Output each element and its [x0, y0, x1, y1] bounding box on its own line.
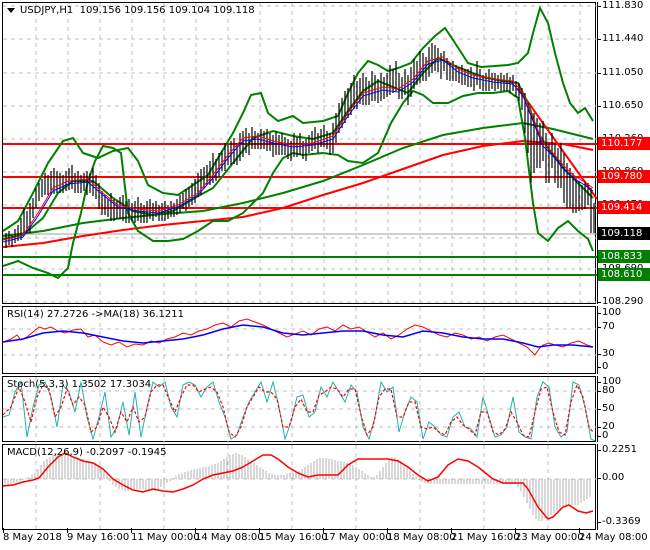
time-tick: 8 May 2018	[3, 528, 62, 543]
stoch-chart-svg	[3, 377, 597, 443]
macd-chart-svg	[3, 445, 597, 531]
price-tick: 110.650	[596, 100, 644, 111]
chart-header: USDJPY,H1 109.156 109.156 109.104 109.11…	[7, 5, 255, 16]
time-tick: 14 May 08:00	[195, 528, 264, 543]
macd-tick: -0.3369	[597, 516, 641, 527]
stoch-tick: 50	[597, 403, 615, 414]
price-tick: 111.440	[596, 33, 644, 44]
stoch-tick: 80	[597, 385, 615, 396]
stoch-tick: 0	[596, 430, 609, 441]
price-chart-svg	[3, 3, 597, 305]
rsi-axis: 100 70 30 0	[596, 306, 650, 374]
price-tick: 108.290	[596, 296, 644, 307]
rsi-label: RSI(14) 27.2726 ->MA(18) 36.1211	[7, 309, 184, 320]
time-tick: 9 May 16:00	[67, 528, 130, 543]
macd-panel[interactable]: MACD(12,26,9) -0.2097 -0.1945	[2, 444, 597, 531]
stoch-tick: 100	[596, 376, 622, 387]
rsi-tick: 0	[596, 361, 609, 372]
time-tick: 17 May 00:00	[323, 528, 392, 543]
rsi-tick: 70	[597, 321, 615, 332]
rsi-tick: 100	[596, 307, 622, 318]
macd-label: MACD(12,26,9) -0.2097 -0.1945	[7, 447, 167, 458]
time-axis: 8 May 2018 9 May 16:00 11 May 00:00 14 M…	[2, 528, 648, 550]
price-tick: 111.050	[596, 67, 644, 78]
macd-axis: 0.2251 0.00 -0.3369	[596, 444, 650, 530]
stoch-axis: 100 80 50 20 0	[596, 376, 650, 442]
stoch-tick: 20	[597, 421, 615, 432]
price-axis: 111.830 111.440 111.050 110.650 110.260 …	[596, 0, 650, 307]
time-tick: 21 May 16:00	[451, 528, 520, 543]
time-tick: 18 May 08:00	[387, 528, 456, 543]
time-tick: 24 May 08:00	[579, 528, 648, 543]
level-tag-red: 109.414	[598, 201, 650, 214]
rsi-tick: 30	[597, 348, 615, 359]
stoch-panel[interactable]: Stoch(5,3,3) 1.3502 17.3034	[2, 376, 597, 443]
price-tick: 111.830	[596, 0, 644, 11]
symbol-label: USDJPY,H1	[20, 5, 74, 16]
current-price-tag: 109.118	[598, 227, 650, 240]
triangle-down-icon[interactable]	[7, 7, 15, 13]
level-tag-red: 110.177	[598, 137, 650, 150]
macd-tick: 0.2251	[597, 444, 637, 455]
time-tick: 15 May 16:00	[259, 528, 328, 543]
rsi-panel[interactable]: RSI(14) 27.2726 ->MA(18) 36.1211	[2, 306, 597, 375]
macd-tick: 0.00	[596, 472, 625, 483]
price-bars	[5, 43, 595, 248]
stoch-label: Stoch(5,3,3) 1.3502 17.3034	[7, 379, 152, 390]
time-tick: 11 May 00:00	[131, 528, 200, 543]
level-tag-red: 109.780	[598, 170, 650, 183]
rsi-chart-svg	[3, 307, 597, 375]
level-tag-green: 108.833	[598, 250, 650, 263]
ohlc-values: 109.156 109.156 109.104 109.118	[79, 5, 255, 16]
level-tag-green: 108.610	[598, 268, 650, 281]
time-tick: 23 May 00:00	[515, 528, 584, 543]
price-panel[interactable]: USDJPY,H1 109.156 109.156 109.104 109.11…	[2, 2, 597, 305]
